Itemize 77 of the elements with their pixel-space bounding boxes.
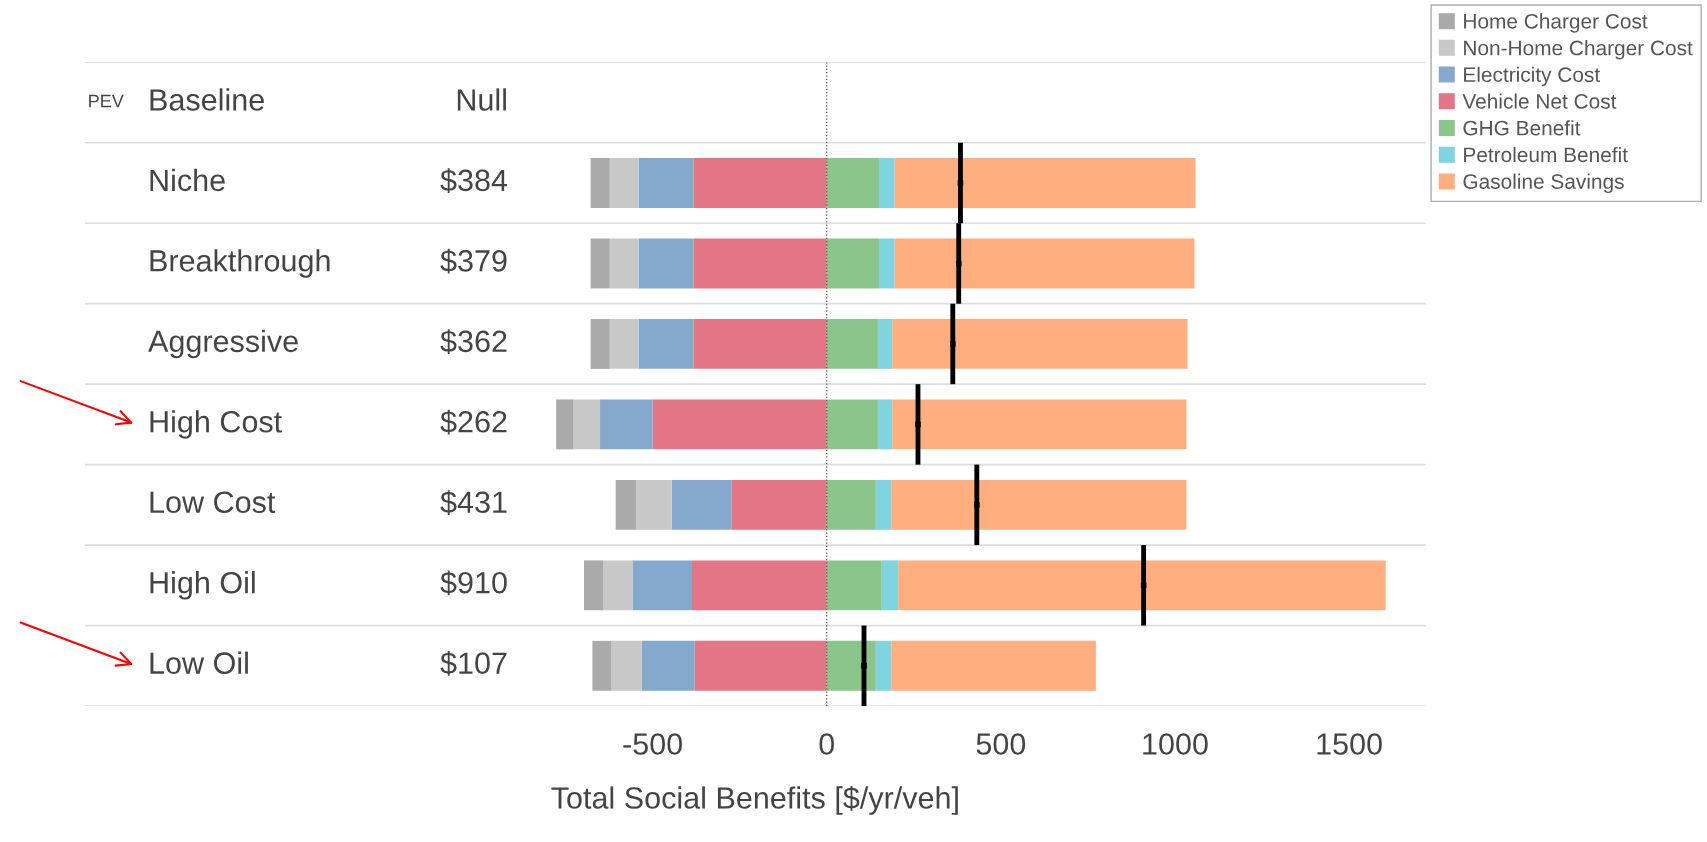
x-tick-label: 0: [819, 733, 835, 755]
bar: [590, 238, 610, 289]
legend-label: GHG Benefit: [1463, 120, 1581, 136]
x-tick-label: -500: [623, 733, 683, 755]
bar: [636, 479, 672, 530]
x-tick-label: 1500: [1317, 733, 1382, 755]
legend-label: Home Charger Cost: [1464, 13, 1648, 33]
point: [915, 421, 921, 428]
bar: [878, 158, 895, 208]
y2-tick-label: Null: [457, 88, 506, 111]
y-tick-label: Niche: [150, 168, 225, 192]
y-tick-label: Low Cost: [150, 491, 276, 514]
legend-label: Vehicle Net Cost: [1462, 93, 1617, 109]
bar: [603, 560, 633, 611]
bar: [731, 479, 827, 530]
bar: [877, 399, 893, 450]
bar: [693, 158, 827, 208]
y2-tick-label: $362: [440, 329, 507, 354]
bar: [693, 318, 827, 369]
bar: [584, 560, 604, 611]
bar: [875, 640, 892, 691]
bar: [826, 318, 878, 369]
bar: [609, 318, 639, 369]
bar: [600, 399, 653, 450]
y-tick-label: High Cost: [150, 410, 282, 439]
bar: [641, 640, 695, 691]
legend-label: Gasoline Savings: [1463, 173, 1624, 194]
y-tick-label: Baseline: [150, 88, 264, 111]
bar: [891, 640, 1096, 691]
bar: [826, 560, 882, 611]
legend-label: Electricity Cost: [1464, 66, 1600, 87]
bar: [881, 560, 899, 611]
annotation: PEV: [89, 94, 124, 108]
x-tick-label: 500: [976, 733, 1026, 755]
y2-tick-label: $379: [440, 248, 507, 274]
y-tick-label: High Oil: [150, 571, 255, 600]
bar: [556, 399, 574, 450]
bar: [875, 479, 892, 530]
y2-tick-label: $910: [440, 570, 507, 596]
bar: [826, 158, 879, 208]
bar: [592, 640, 612, 691]
bar: [877, 318, 893, 369]
y-tick-label: Breakthrough: [150, 249, 330, 278]
bar: [638, 158, 694, 208]
bar: [693, 238, 827, 289]
point: [950, 341, 956, 347]
point: [957, 180, 964, 186]
legend-label: Petroleum Benefit: [1464, 146, 1628, 163]
y2-tick-label: $431: [440, 490, 507, 515]
y2-tick-label: $262: [440, 409, 507, 435]
bar: [590, 158, 610, 208]
x-tick-label: 1000: [1143, 733, 1208, 755]
bar: [826, 479, 876, 530]
y-tick-label: Aggressive: [148, 329, 298, 359]
bar: [573, 399, 601, 450]
y-tick-label: Low Oil: [150, 651, 248, 674]
bar: [652, 399, 827, 450]
point: [974, 502, 980, 508]
point: [861, 663, 867, 669]
bar: [826, 399, 878, 450]
bar: [691, 560, 827, 611]
bar: [638, 238, 694, 289]
bar: [611, 640, 642, 691]
y2-tick-label: $107: [440, 651, 507, 676]
bar: [878, 238, 895, 289]
x-axis-title: Total Social Benefits [$/yr/veh]: [551, 785, 958, 815]
bar: [609, 158, 639, 208]
bar: [826, 238, 879, 289]
bar: [638, 318, 694, 369]
legend-label: Non-Home Charger Cost: [1464, 40, 1693, 60]
bar: [694, 640, 827, 691]
y2-tick-label: $384: [440, 168, 508, 194]
bar: [671, 479, 732, 530]
bar: [615, 479, 637, 530]
bar: [590, 318, 610, 369]
bar: [632, 560, 692, 611]
bar: [609, 238, 639, 289]
